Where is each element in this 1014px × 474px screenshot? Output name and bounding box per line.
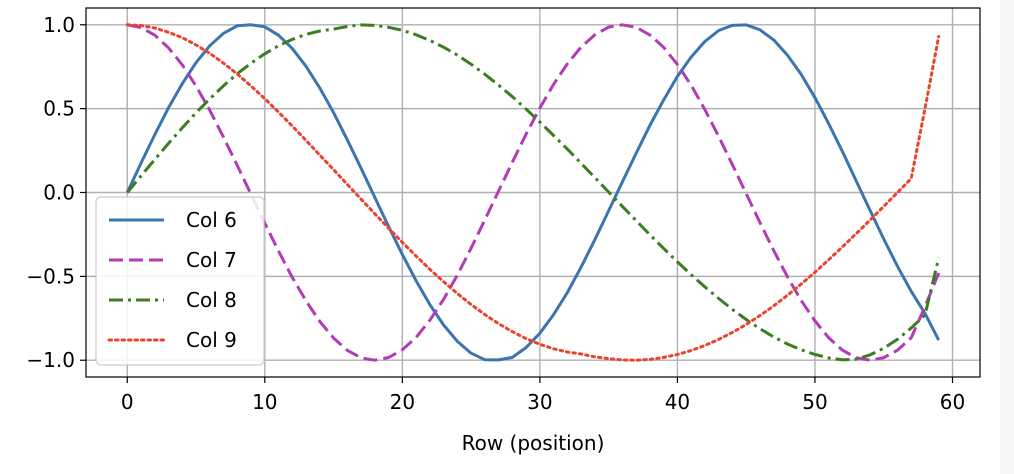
- x-tick-label: 10: [252, 390, 277, 414]
- y-tick-label: 0.0: [43, 181, 75, 205]
- y-tick-label: 0.5: [43, 97, 75, 121]
- right-edge-strip: [1000, 0, 1014, 474]
- series-line-col-9: [125, 23, 941, 362]
- axis-ticks: 0 10 20 30 40 50 60 −1.0 −0.5 0.0 0.5 1.0: [26, 13, 965, 414]
- y-tick-label: 1.0: [43, 13, 75, 37]
- y-tick-label: −1.0: [26, 348, 75, 372]
- x-tick-label: 40: [665, 390, 690, 414]
- series-line-col-8: [126, 23, 941, 362]
- legend: Col 6 Col 7 Col 8 Col 9: [95, 196, 265, 366]
- legend-label: Col 8: [186, 288, 237, 312]
- grid-lines: [86, 8, 980, 377]
- x-tick-label: 20: [390, 390, 415, 414]
- x-tick-label: 50: [802, 390, 827, 414]
- legend-box: [95, 196, 265, 366]
- y-tick-label: −0.5: [26, 264, 75, 288]
- x-tick-label: 0: [121, 390, 134, 414]
- legend-label: Col 6: [186, 208, 237, 232]
- legend-label: Col 7: [186, 248, 237, 272]
- x-tick-label: 30: [527, 390, 552, 414]
- x-axis-label: Row (position): [462, 431, 605, 455]
- legend-label: Col 9: [186, 328, 237, 352]
- x-tick-label: 60: [940, 390, 965, 414]
